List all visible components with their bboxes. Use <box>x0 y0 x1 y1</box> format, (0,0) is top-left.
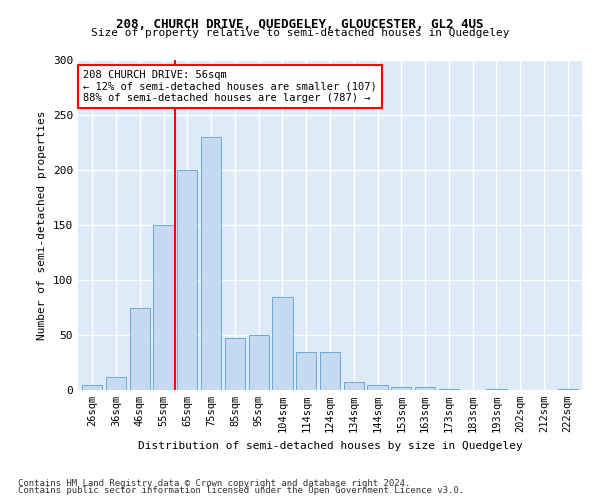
Bar <box>391 386 412 390</box>
Bar <box>272 296 293 390</box>
Bar <box>439 389 459 390</box>
Bar <box>177 170 197 390</box>
Bar <box>82 384 103 390</box>
Bar <box>367 384 388 390</box>
Text: 208, CHURCH DRIVE, QUEDGELEY, GLOUCESTER, GL2 4US: 208, CHURCH DRIVE, QUEDGELEY, GLOUCESTER… <box>116 18 484 30</box>
Bar <box>487 389 506 390</box>
Text: Contains HM Land Registry data © Crown copyright and database right 2024.: Contains HM Land Registry data © Crown c… <box>18 478 410 488</box>
Bar <box>296 352 316 390</box>
Bar <box>344 382 364 390</box>
Text: 208 CHURCH DRIVE: 56sqm
← 12% of semi-detached houses are smaller (107)
88% of s: 208 CHURCH DRIVE: 56sqm ← 12% of semi-de… <box>83 70 377 103</box>
Bar <box>106 377 126 390</box>
Bar <box>415 386 435 390</box>
Bar <box>320 352 340 390</box>
Bar <box>154 225 173 390</box>
Bar <box>201 137 221 390</box>
Bar <box>130 308 150 390</box>
X-axis label: Distribution of semi-detached houses by size in Quedgeley: Distribution of semi-detached houses by … <box>137 440 523 450</box>
Y-axis label: Number of semi-detached properties: Number of semi-detached properties <box>37 110 47 340</box>
Bar <box>225 338 245 390</box>
Bar <box>248 335 269 390</box>
Text: Contains public sector information licensed under the Open Government Licence v3: Contains public sector information licen… <box>18 486 464 495</box>
Bar <box>557 389 578 390</box>
Text: Size of property relative to semi-detached houses in Quedgeley: Size of property relative to semi-detach… <box>91 28 509 38</box>
